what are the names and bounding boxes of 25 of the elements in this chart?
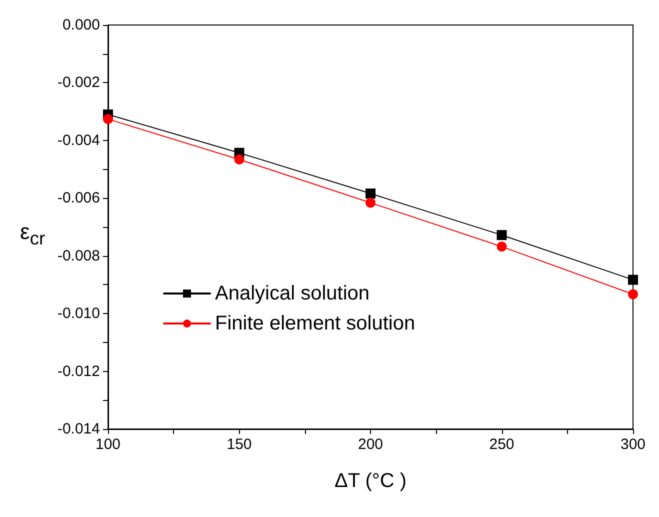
point [103, 114, 113, 124]
point [234, 154, 244, 164]
y-axis-title: ε$_{cr}$ [20, 219, 46, 250]
x-tick-label: 200 [358, 436, 384, 453]
y-tick-label: -0.006 [57, 190, 100, 207]
point [496, 230, 507, 240]
y-tick-label: -0.004 [57, 132, 100, 149]
y-tick-label: -0.012 [57, 362, 100, 380]
x-tick-label: 100 [95, 436, 121, 453]
legend-label: Analyical solution [215, 282, 370, 305]
point [628, 289, 638, 300]
point [628, 274, 638, 285]
point [366, 198, 376, 208]
x-tick-label: 150 [226, 436, 252, 453]
y-tick-label: -0.014 [57, 420, 100, 438]
y-tick-label: -0.008 [57, 247, 100, 264]
x-tick-label: 250 [489, 436, 514, 453]
point [496, 242, 507, 252]
y-tick-label: -0.002 [57, 74, 100, 92]
x-axis-title: ΔT (°C ) [334, 470, 407, 492]
y-tick-label: 0.000 [62, 16, 100, 34]
x-tick-label: 300 [620, 436, 646, 453]
point [366, 188, 376, 199]
legend-label: Finite element solution [215, 312, 416, 335]
y-tick-label: -0.010 [57, 305, 100, 322]
